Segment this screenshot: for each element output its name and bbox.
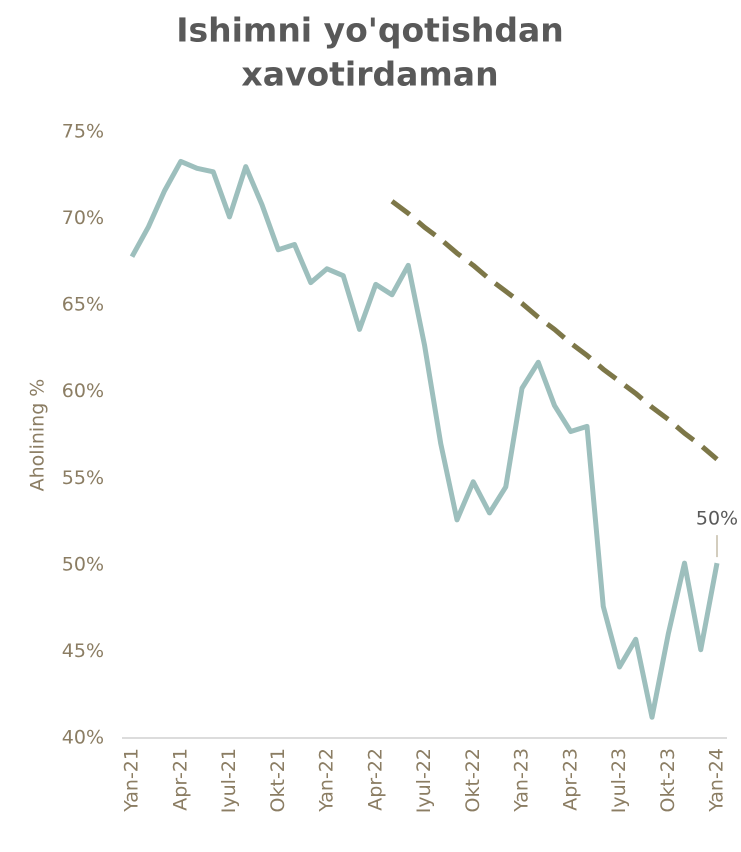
y-tick-label: 70% bbox=[62, 207, 104, 229]
x-tick-label: Iyul-21 bbox=[218, 748, 240, 813]
data-label: 50% bbox=[696, 508, 738, 530]
y-tick-label: 75% bbox=[62, 121, 104, 143]
y-tick-label: 60% bbox=[62, 380, 104, 402]
chart-title: Ishimni yo'qotishdan bbox=[176, 11, 564, 50]
chart-title: xavotirdaman bbox=[241, 55, 498, 94]
x-tick-label: Apr-21 bbox=[169, 748, 191, 811]
y-tick-label: 65% bbox=[62, 294, 104, 316]
trend-line bbox=[390, 199, 719, 462]
x-tick-label: Iyul-23 bbox=[608, 748, 630, 813]
x-tick-label: Okt-23 bbox=[657, 748, 679, 812]
x-tick-label: Okt-21 bbox=[267, 748, 289, 812]
y-tick-label: 40% bbox=[62, 727, 104, 749]
data-line bbox=[129, 158, 720, 720]
x-tick-label: Yan-22 bbox=[316, 748, 338, 813]
x-tick-label: Iyul-22 bbox=[413, 748, 435, 813]
y-axis-label: Aholining % bbox=[27, 379, 49, 492]
y-tick-label: 55% bbox=[62, 467, 104, 489]
x-tick-label: Yan-24 bbox=[706, 748, 728, 813]
x-tick-label: Apr-22 bbox=[364, 748, 386, 811]
x-tick-label: Apr-23 bbox=[559, 748, 581, 811]
x-tick-label: Okt-22 bbox=[462, 748, 484, 812]
x-tick-label: Yan-23 bbox=[511, 748, 533, 813]
y-tick-label: 45% bbox=[62, 640, 104, 662]
y-tick-label: 50% bbox=[62, 553, 104, 575]
x-tick-label: Yan-21 bbox=[121, 748, 143, 813]
